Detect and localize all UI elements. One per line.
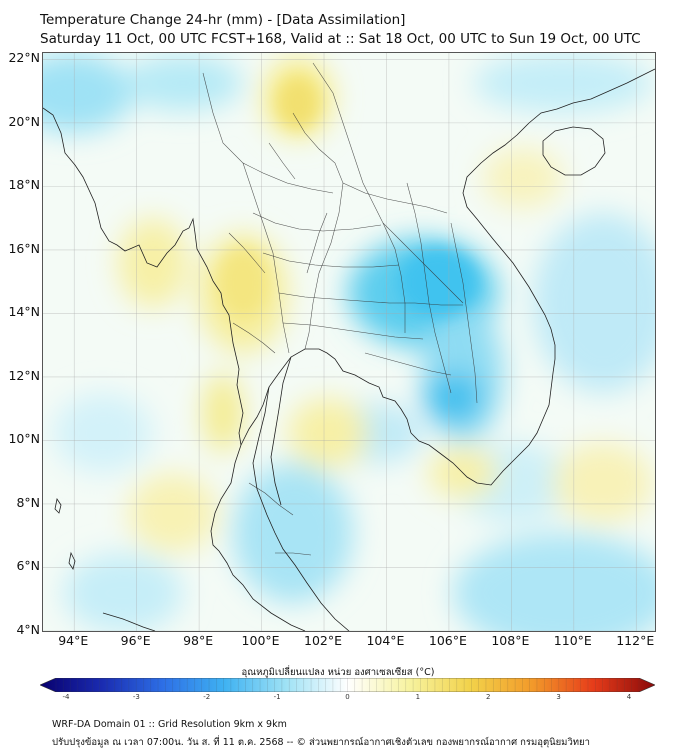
colorbar-tick-label: -3: [132, 693, 140, 701]
lon-label: 112°E: [616, 633, 655, 648]
map-panel: [42, 52, 656, 632]
lon-label: 94°E: [58, 633, 89, 648]
colorbar-tick-label: -4: [62, 693, 70, 701]
model-info: WRF-DA Domain 01 :: Grid Resolution 9km …: [52, 719, 287, 730]
lon-label: 104°E: [366, 633, 405, 648]
issuer-info: ปรับปรุงข้อมูล ณ เวลา 07:00น. วัน ส. ที่…: [52, 737, 590, 748]
chart-title: Temperature Change 24-hr (mm) - [Data As…: [40, 12, 406, 28]
lon-label: 96°E: [120, 633, 151, 648]
coastlines-and-borders: [43, 68, 655, 631]
colorbar: [40, 678, 655, 692]
colorbar-tick-label: -1: [273, 693, 281, 701]
colorbar-tick-label: 1: [415, 693, 421, 701]
colorbar-title: อุณหภูมิเปลี่ยนแปลง หน่วย องศาเซลเซียส (…: [241, 667, 435, 678]
temperature-field: [43, 53, 655, 631]
colorbar-tick-label: 2: [486, 693, 491, 701]
lat-label: 20°N: [8, 113, 40, 129]
lat-label: 16°N: [8, 240, 40, 256]
lat-label: 18°N: [8, 177, 40, 193]
lat-label: 22°N: [8, 50, 40, 66]
colorbar-tick-label: 0: [345, 693, 350, 701]
lon-label: 98°E: [183, 633, 214, 648]
temperature-change-map: [43, 53, 655, 631]
province-borders: [202, 62, 478, 556]
lat-label: 4°N: [16, 622, 40, 637]
colorbar-tick-label: -2: [203, 693, 211, 701]
chart-subtitle: Saturday 11 Oct, 00 UTC FCST+168, Valid …: [40, 31, 641, 47]
lat-label: 8°N: [16, 494, 40, 510]
lon-label: 100°E: [241, 633, 280, 648]
lat-label: 6°N: [16, 558, 40, 574]
lat-label: 10°N: [8, 431, 40, 447]
colorbar-tick-label: 3: [556, 693, 561, 701]
lon-label: 108°E: [491, 633, 530, 648]
graticule: [43, 53, 655, 631]
lon-label: 106°E: [428, 633, 467, 648]
colorbar-tick-label: 4: [626, 693, 632, 701]
lon-label: 102°E: [304, 633, 343, 648]
lat-label: 14°N: [8, 304, 40, 320]
lat-label: 12°N: [8, 367, 40, 383]
lon-label: 110°E: [553, 633, 592, 648]
